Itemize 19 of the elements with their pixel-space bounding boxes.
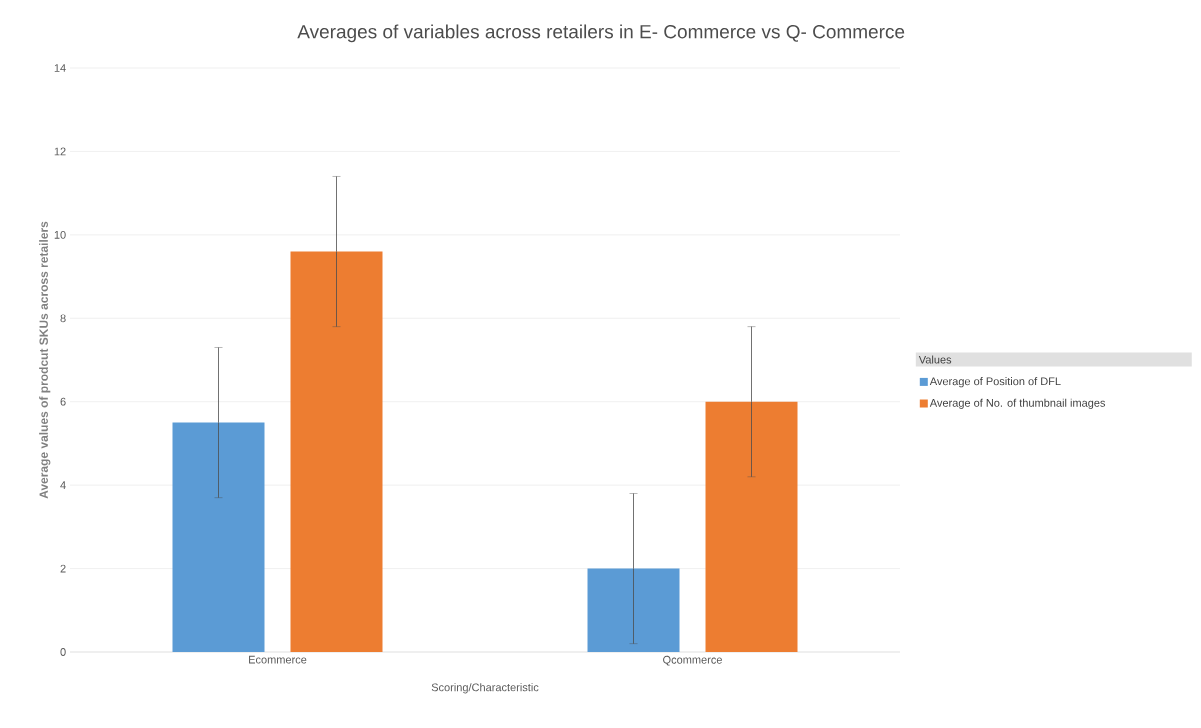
- y-tick-label: 12: [54, 147, 66, 156]
- y-tick-label: 14: [54, 64, 66, 72]
- y-tick-label: 2: [60, 564, 66, 573]
- legend-label: Average of No. of thumbnail images: [929, 398, 1106, 409]
- legend-label: Average of Position of DFL: [929, 377, 1061, 388]
- y-axis-title: Average values of prodcut SKUs across retailers: [39, 221, 51, 499]
- bar: [705, 401, 798, 652]
- y-tick-label: 4: [60, 481, 66, 489]
- x-axis-title: Scoring/Characteristic: [431, 683, 539, 694]
- bar: [290, 251, 383, 652]
- y-tick-label: 8: [60, 314, 66, 323]
- y-tick-label: 10: [54, 230, 66, 239]
- y-tick-label: 6: [60, 397, 66, 406]
- x-tick-label: Ecommerce: [249, 655, 307, 664]
- y-tick-label: 0: [60, 648, 66, 656]
- chart-title: Averages of variables across retailers in E- Commerce vs Q- Commerce: [297, 24, 905, 43]
- x-tick-label: Qcommerce: [663, 655, 722, 666]
- legend-title: Values: [918, 355, 952, 364]
- bar: [172, 422, 265, 652]
